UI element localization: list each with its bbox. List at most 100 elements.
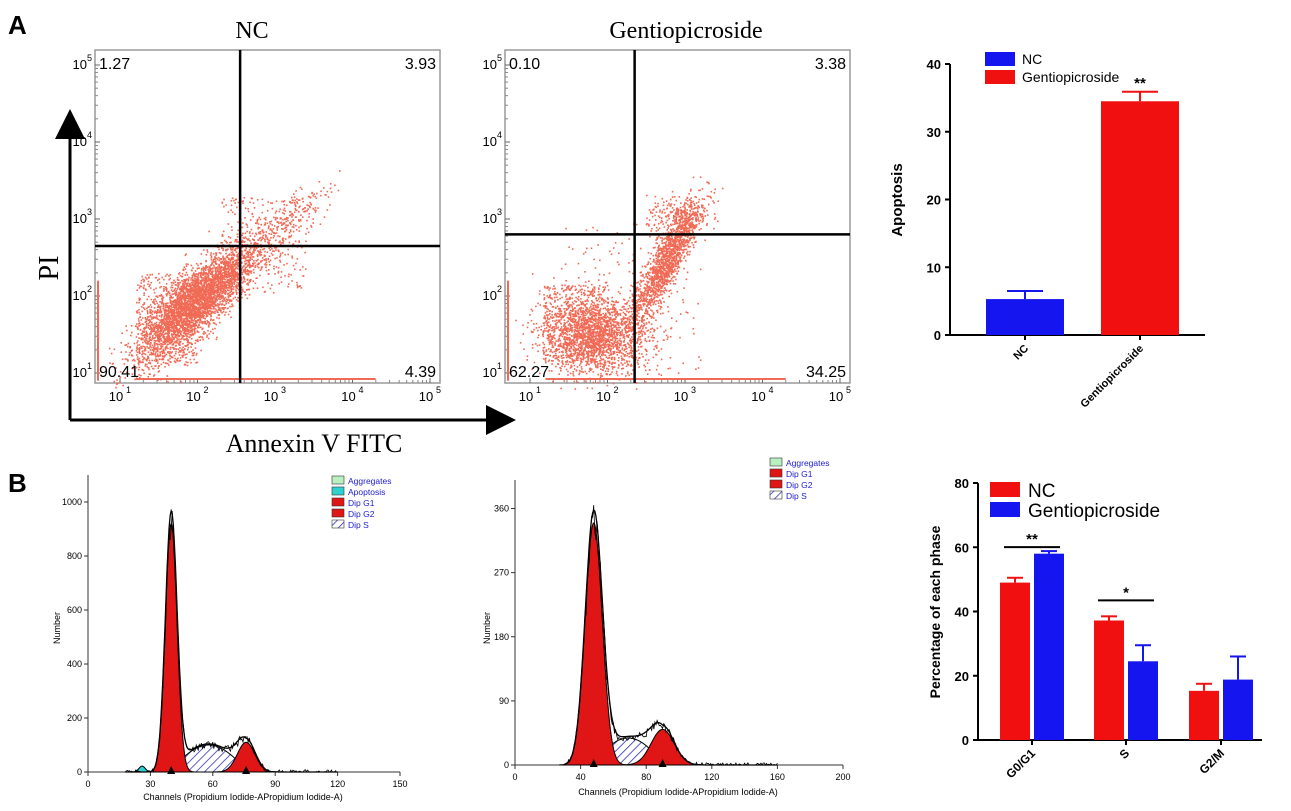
scatter-point [298,240,300,242]
scatter-point [211,312,213,314]
scatter-point [222,277,224,279]
panel-label-b: B [8,468,27,498]
scatter-point [180,282,182,284]
scatter-point [253,260,255,262]
scatter-point [137,310,139,312]
scatter-point [182,283,184,285]
scatter-point [315,211,317,213]
scatter-point [317,207,319,209]
scatter-point [187,282,189,284]
scatter-point [194,328,196,330]
scatter-point [198,331,200,333]
scatter-point [248,256,250,258]
scatter-point [155,353,157,355]
x-tick-label: 10 [109,389,123,404]
scatter-point [600,308,602,310]
y-tick-label: 10 [483,211,497,226]
x-tick-exponent: 1 [536,385,541,395]
scatter-point [221,247,223,249]
scatter-point [185,357,187,359]
scatter-point [641,333,643,335]
scatter-point [164,366,166,368]
scatter-point [184,331,186,333]
scatter-point [224,304,226,306]
scatter-point [188,279,190,281]
scatter-point [170,342,172,344]
scatter-point [185,314,187,316]
scatter-point [168,328,170,330]
scatter-point [164,333,166,335]
scatter-point [248,284,250,286]
scatter-point [172,344,174,346]
scatter-point [138,309,140,311]
scatter-point [203,282,205,284]
scatter-point [152,314,154,316]
scatter-point [244,291,246,293]
scatter-point [175,295,177,297]
scatter-point [169,339,171,341]
y-tick-label: 10 [483,57,497,72]
scatter-point [197,339,199,341]
scatter-point [206,320,208,322]
scatter-point [178,273,180,275]
scatter-point [157,338,159,340]
scatter-point [154,298,156,300]
scatter-point [593,371,595,373]
y-tick-exponent: 5 [497,53,502,63]
scatter-point [175,281,177,283]
annexin-axis-label: Annexin V FITC [226,429,403,458]
scatter-point [142,342,144,344]
scatter-point [221,280,223,282]
scatter-point [136,336,138,338]
scatter-point [211,272,213,274]
scatter-point [138,320,140,322]
scatter-point [168,311,170,313]
scatter-point [222,275,224,277]
scatter-point [338,190,340,192]
scatter-point [212,277,214,279]
scatter-point [286,227,288,229]
x-tick-label: 10 [829,389,843,404]
scatter-point [244,255,246,257]
scatter-point [176,342,178,344]
scatter-point [280,253,282,255]
scatter-point [163,288,165,290]
scatter-point [151,360,153,362]
scatter-point [218,267,220,269]
scatter-point [148,323,150,325]
scatter-point [212,271,214,273]
scatter-point [199,304,201,306]
scatter-point [228,283,230,285]
scatter-point [162,336,164,338]
scatter-point [158,327,160,329]
scatter-point [220,280,222,282]
scatter-point [183,328,185,330]
scatter-point [155,356,157,358]
scatter-point [212,299,214,301]
scatter-point [197,319,199,321]
scatter-point [324,216,326,218]
scatter-point [138,325,140,327]
scatter-point [168,291,170,293]
panel-label-a: A [8,10,27,40]
scatter-point [181,288,183,290]
scatter-point [245,233,247,235]
scatter-point [194,283,196,285]
scatter-point [216,263,218,265]
scatter-point [225,303,227,305]
scatter-point [113,381,115,383]
scatter-point [294,212,296,214]
scatter-point [159,287,161,289]
scatter-point [192,331,194,333]
scatter-point [301,188,303,190]
scatter-point [201,295,203,297]
scatter-point [149,354,151,356]
scatter-point [527,356,529,358]
scatter-point [271,221,273,223]
scatter-point [233,276,235,278]
scatter-point [327,191,329,193]
scatter-point [230,275,232,277]
scatter-point [230,279,232,281]
scatter-point [281,222,283,224]
